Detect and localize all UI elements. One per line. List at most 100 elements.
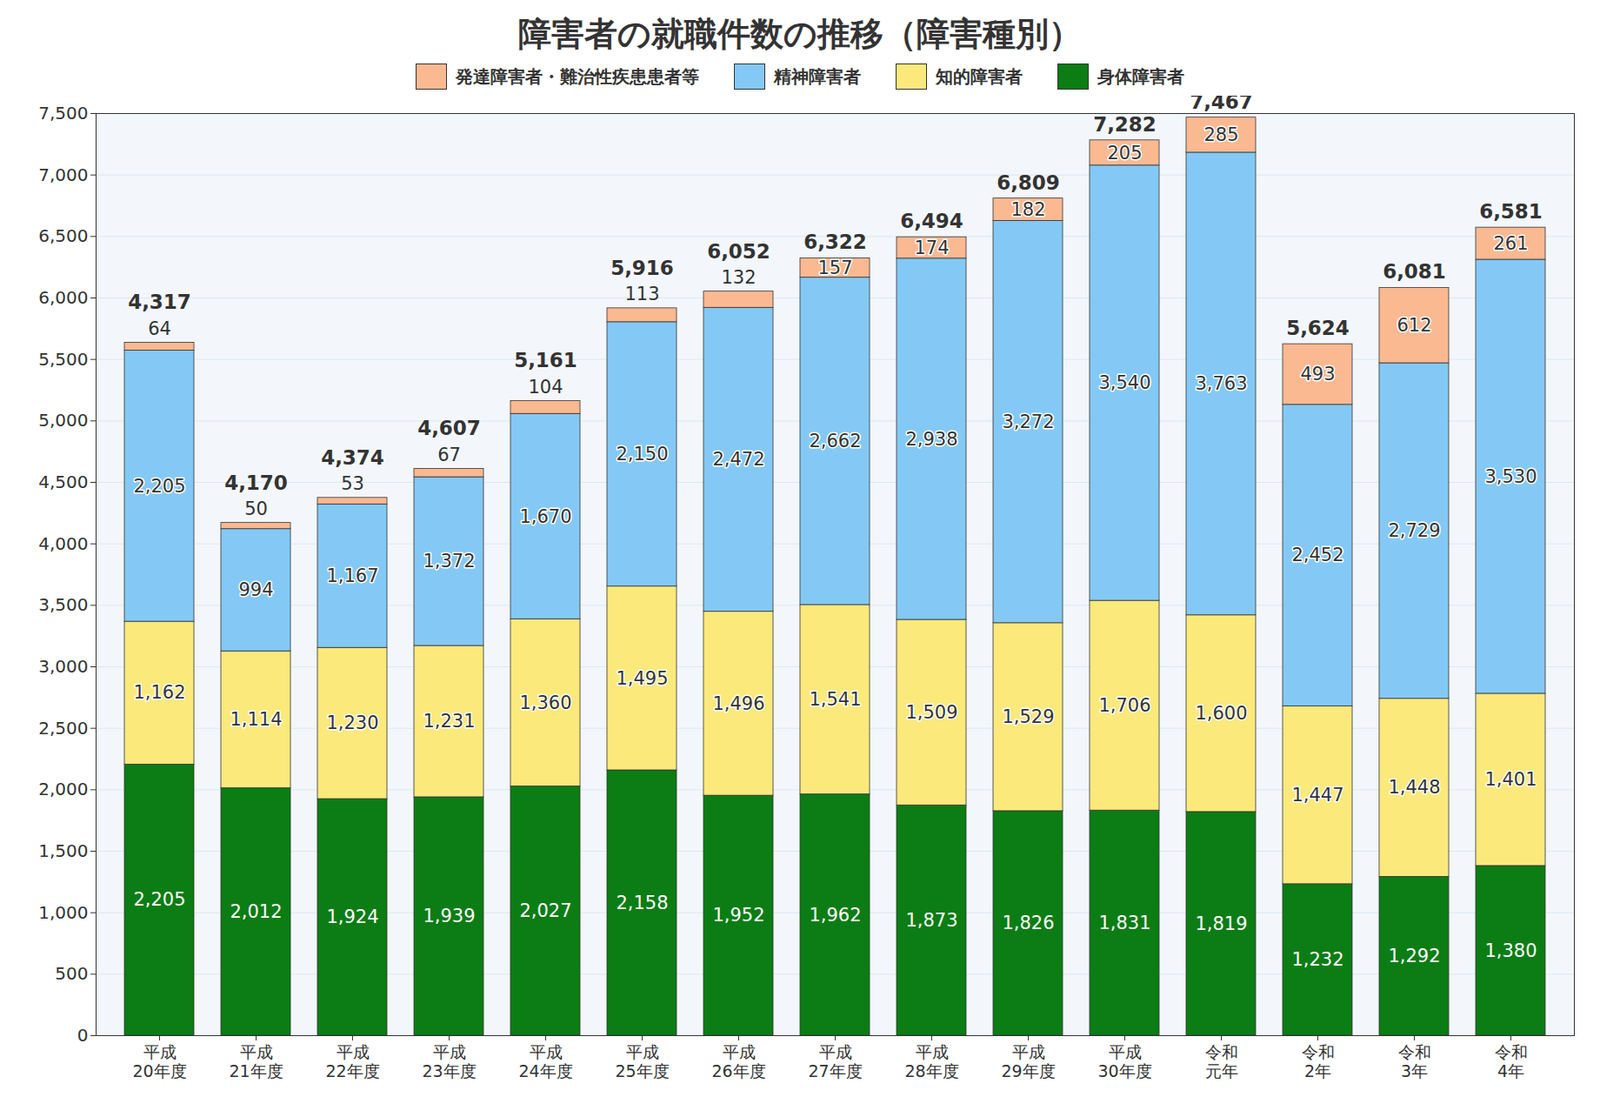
svg-text:令和3年: 令和3年 — [1398, 1041, 1432, 1081]
svg-text:104: 104 — [527, 376, 563, 398]
svg-text:1,292: 1,292 — [1387, 945, 1440, 967]
svg-text:5,500: 5,500 — [38, 348, 88, 370]
svg-text:1,231: 1,231 — [422, 710, 475, 732]
svg-text:2,027: 2,027 — [519, 900, 572, 921]
svg-text:2,729: 2,729 — [1387, 520, 1440, 541]
svg-text:493: 493 — [1300, 363, 1335, 385]
svg-text:3,500: 3,500 — [38, 593, 88, 615]
svg-text:1,541: 1,541 — [808, 688, 861, 710]
svg-text:1,000: 1,000 — [38, 901, 88, 923]
svg-text:1,167: 1,167 — [326, 565, 379, 587]
svg-text:500: 500 — [54, 962, 88, 984]
svg-text:2,662: 2,662 — [808, 430, 861, 452]
svg-text:182: 182 — [1010, 199, 1046, 220]
svg-text:2,938: 2,938 — [905, 428, 958, 450]
svg-text:4,607: 4,607 — [417, 416, 481, 440]
svg-text:1,952: 1,952 — [712, 904, 765, 926]
svg-text:1,230: 1,230 — [326, 712, 379, 734]
svg-text:1,600: 1,600 — [1194, 702, 1247, 724]
svg-text:174: 174 — [913, 237, 949, 259]
svg-text:令和4年: 令和4年 — [1494, 1041, 1528, 1081]
svg-text:1,873: 1,873 — [905, 909, 958, 931]
svg-text:2,452: 2,452 — [1291, 544, 1344, 566]
svg-text:平成25年度: 平成25年度 — [614, 1041, 669, 1081]
svg-text:4,317: 4,317 — [127, 290, 192, 314]
svg-text:平成22年度: 平成22年度 — [325, 1041, 380, 1081]
svg-text:平成24年度: 平成24年度 — [518, 1041, 573, 1081]
svg-text:994: 994 — [238, 579, 274, 600]
svg-text:64: 64 — [147, 318, 172, 340]
svg-text:6,500: 6,500 — [38, 225, 88, 247]
svg-text:5,916: 5,916 — [610, 256, 674, 280]
svg-text:平成26年度: 平成26年度 — [711, 1041, 766, 1081]
svg-text:2,012: 2,012 — [229, 900, 282, 922]
svg-text:1,162: 1,162 — [133, 681, 186, 703]
svg-text:4,374: 4,374 — [320, 446, 385, 469]
svg-text:1,114: 1,114 — [229, 708, 282, 730]
svg-text:5,000: 5,000 — [38, 409, 88, 431]
svg-text:6,322: 6,322 — [803, 230, 867, 254]
svg-text:1,372: 1,372 — [422, 550, 475, 572]
svg-text:5,161: 5,161 — [513, 348, 578, 372]
svg-text:平成29年度: 平成29年度 — [1000, 1041, 1055, 1081]
svg-text:113: 113 — [624, 283, 660, 305]
svg-text:1,496: 1,496 — [712, 693, 765, 714]
svg-text:6,000: 6,000 — [38, 286, 88, 308]
svg-text:1,495: 1,495 — [615, 667, 668, 689]
svg-text:7,282: 7,282 — [1093, 113, 1157, 136]
svg-text:平成23年度: 平成23年度 — [421, 1041, 476, 1081]
svg-text:2,205: 2,205 — [133, 475, 186, 497]
svg-text:6,581: 6,581 — [1479, 200, 1543, 223]
svg-text:3,763: 3,763 — [1194, 373, 1247, 394]
svg-text:平成27年度: 平成27年度 — [807, 1041, 862, 1081]
svg-text:53: 53 — [340, 473, 365, 494]
svg-text:平成21年度: 平成21年度 — [228, 1041, 283, 1081]
svg-text:平成20年度: 平成20年度 — [132, 1041, 187, 1081]
svg-text:1,448: 1,448 — [1387, 776, 1440, 798]
svg-text:2,000: 2,000 — [38, 778, 88, 800]
svg-text:1,670: 1,670 — [519, 506, 572, 527]
svg-text:1,360: 1,360 — [519, 692, 572, 714]
svg-text:1,529: 1,529 — [1001, 706, 1054, 727]
svg-text:132: 132 — [720, 266, 756, 288]
svg-text:6,081: 6,081 — [1382, 260, 1447, 283]
svg-text:平成28年度: 平成28年度 — [904, 1041, 959, 1081]
svg-text:3,540: 3,540 — [1098, 372, 1151, 394]
svg-text:6,809: 6,809 — [996, 171, 1060, 194]
svg-text:1,939: 1,939 — [422, 905, 475, 927]
svg-text:1,831: 1,831 — [1098, 912, 1151, 934]
svg-text:1,924: 1,924 — [326, 906, 379, 927]
svg-text:2,205: 2,205 — [133, 888, 186, 910]
svg-text:67: 67 — [437, 444, 461, 466]
svg-text:4,500: 4,500 — [38, 471, 88, 493]
svg-text:1,447: 1,447 — [1291, 784, 1344, 806]
svg-text:6,052: 6,052 — [706, 240, 771, 263]
svg-text:285: 285 — [1203, 124, 1239, 146]
svg-text:1,380: 1,380 — [1484, 940, 1537, 961]
svg-text:令和2年: 令和2年 — [1301, 1041, 1335, 1081]
svg-text:1,509: 1,509 — [905, 701, 958, 723]
svg-text:1,500: 1,500 — [38, 840, 88, 861]
svg-text:2,472: 2,472 — [712, 448, 765, 470]
svg-text:50: 50 — [244, 498, 268, 520]
svg-text:612: 612 — [1396, 314, 1432, 336]
svg-text:4,170: 4,170 — [224, 471, 288, 494]
svg-text:3,000: 3,000 — [38, 655, 88, 677]
svg-text:7,000: 7,000 — [38, 164, 88, 186]
svg-text:1,232: 1,232 — [1291, 948, 1344, 970]
svg-text:2,150: 2,150 — [615, 443, 668, 465]
svg-text:7,500: 7,500 — [38, 102, 88, 124]
svg-text:1,401: 1,401 — [1484, 768, 1537, 790]
svg-text:2,158: 2,158 — [615, 892, 668, 914]
svg-text:令和元年: 令和元年 — [1205, 1041, 1239, 1081]
svg-text:0: 0 — [77, 1024, 89, 1046]
svg-text:1,826: 1,826 — [1001, 912, 1054, 934]
svg-text:205: 205 — [1106, 142, 1142, 164]
svg-text:1,962: 1,962 — [808, 904, 861, 926]
svg-text:261: 261 — [1493, 233, 1528, 254]
svg-text:3,530: 3,530 — [1484, 466, 1537, 487]
svg-text:7,467: 7,467 — [1189, 95, 1254, 114]
svg-text:平成30年度: 平成30年度 — [1097, 1041, 1152, 1081]
svg-text:157: 157 — [817, 257, 853, 279]
svg-text:1,819: 1,819 — [1194, 913, 1247, 934]
